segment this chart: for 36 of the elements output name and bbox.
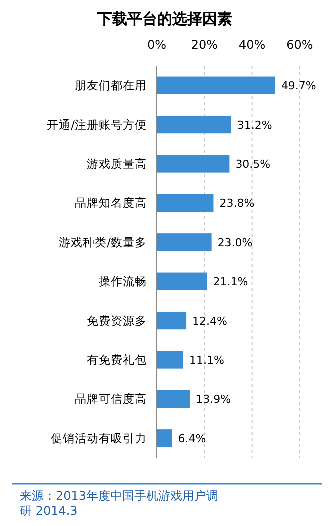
data-label: 23.0% xyxy=(218,236,253,250)
x-tick-label: 60% xyxy=(286,38,314,52)
source-note: 来源：2013年度中国手机游戏用户调研 2014.3 xyxy=(20,489,220,519)
bar xyxy=(157,76,276,94)
bar xyxy=(157,312,187,330)
y-tick-label: 开通/注册账号方便 xyxy=(47,118,147,132)
bar xyxy=(157,430,172,448)
data-label: 12.4% xyxy=(192,314,228,328)
data-label: 49.7% xyxy=(281,80,316,93)
bar xyxy=(157,390,190,408)
y-tick-label: 游戏种类/数量多 xyxy=(59,235,147,250)
y-tick-label: 操作流畅 xyxy=(99,274,147,289)
x-tick-label: 40% xyxy=(238,38,266,52)
data-label: 11.1% xyxy=(189,354,224,367)
bar xyxy=(157,116,232,134)
bar xyxy=(157,234,212,252)
data-label: 30.5% xyxy=(236,158,271,171)
chart-title: 下载平台的选择因素 xyxy=(96,10,232,28)
data-label: 13.9% xyxy=(196,393,232,406)
data-label: 31.2% xyxy=(237,118,272,132)
bar xyxy=(157,272,208,290)
y-tick-label: 有免费礼包 xyxy=(87,353,147,367)
y-tick-label: 朋友们都在用 xyxy=(75,78,147,93)
data-label: 23.8% xyxy=(220,197,255,210)
bar xyxy=(157,351,184,369)
bar xyxy=(157,194,214,212)
data-label: 6.4% xyxy=(178,432,206,446)
y-tick-label: 品牌知名度高 xyxy=(75,196,147,210)
x-tick-label: 20% xyxy=(191,38,218,52)
bar xyxy=(157,155,230,173)
y-tick-label: 促销活动有吸引力 xyxy=(51,431,147,446)
x-tick-label: 0% xyxy=(147,38,167,52)
data-label: 21.1% xyxy=(213,276,248,289)
y-tick-label: 品牌可信度高 xyxy=(75,392,147,406)
y-tick-label: 免费资源多 xyxy=(87,314,147,328)
y-tick-label: 游戏质量高 xyxy=(87,157,147,171)
